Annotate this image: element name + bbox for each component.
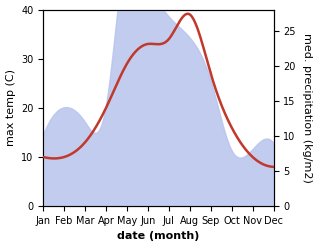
X-axis label: date (month): date (month)	[117, 231, 200, 242]
Y-axis label: max temp (C): max temp (C)	[5, 69, 16, 146]
Y-axis label: med. precipitation (kg/m2): med. precipitation (kg/m2)	[302, 33, 313, 183]
